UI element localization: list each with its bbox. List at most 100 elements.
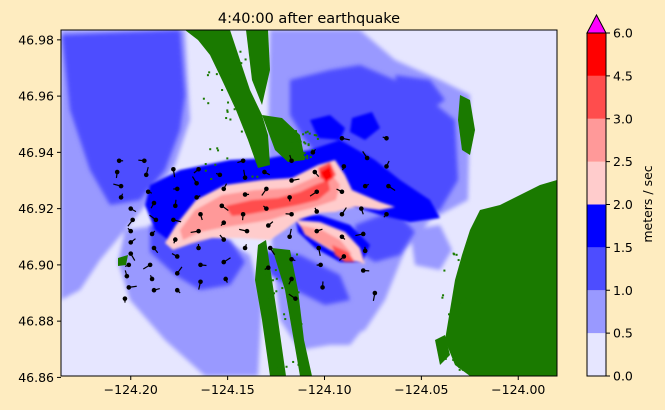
colorbar-segment — [587, 118, 606, 162]
land-speck — [475, 336, 478, 339]
land-speck — [444, 357, 447, 360]
land-speck — [316, 137, 319, 140]
land-speck — [295, 339, 298, 342]
land-speck — [216, 147, 219, 150]
land-speck — [292, 360, 295, 363]
land-speck — [442, 338, 445, 341]
land-speck — [478, 316, 481, 319]
gauge-marker — [316, 245, 321, 251]
gauge-marker — [384, 136, 389, 141]
land-speck — [240, 130, 243, 133]
gauge-marker — [360, 268, 366, 273]
gauge-marker — [174, 186, 180, 192]
gauge-marker — [372, 290, 378, 296]
land-speck — [283, 256, 286, 259]
land-speck — [275, 290, 278, 293]
gauge-marker — [153, 217, 159, 223]
land-speck — [452, 358, 455, 361]
gauge-marker — [384, 164, 389, 169]
land-speck — [303, 141, 306, 144]
y-axis: 46.86 46.88 46.90 46.92 46.94 46.96 46.98 — [18, 32, 61, 385]
y-tick-label: 46.90 — [18, 257, 54, 272]
land-speck — [285, 365, 288, 368]
land-speck — [293, 153, 296, 156]
land-speck — [293, 334, 296, 337]
gauge-marker — [359, 206, 364, 211]
colorbar-tick-label: 4.5 — [613, 68, 633, 83]
land-speck — [298, 324, 301, 327]
land-speck — [226, 157, 229, 160]
land-speck — [466, 268, 469, 271]
gauge-marker — [196, 228, 201, 234]
land-speck — [244, 129, 247, 132]
plot-area — [61, 30, 557, 376]
x-tick-label: −124.10 — [297, 382, 351, 397]
y-tick-label: 46.96 — [18, 89, 54, 104]
gauge-marker — [339, 211, 345, 217]
land-speck — [267, 335, 270, 338]
gauge-marker — [362, 248, 368, 254]
land-speck — [475, 299, 478, 302]
gauge-marker — [287, 195, 292, 200]
gauge-marker — [196, 166, 201, 172]
gauge-marker — [341, 254, 347, 259]
land-speck — [225, 117, 228, 120]
land-speck — [202, 97, 205, 100]
land-speck — [459, 280, 462, 283]
land-speck — [208, 71, 211, 74]
land-speck — [264, 292, 267, 295]
gauge-marker — [221, 220, 227, 225]
gauge-marker — [145, 189, 151, 195]
land-speck — [235, 97, 238, 100]
colorbar-segment — [587, 247, 606, 291]
land-speck — [290, 152, 293, 155]
land-speck — [207, 102, 210, 105]
land-speck — [297, 363, 300, 366]
gauge-marker — [198, 279, 203, 285]
land-speck — [204, 163, 207, 166]
gauge-marker — [289, 276, 294, 282]
x-tick-label: −124.20 — [104, 382, 158, 397]
gauge-marker — [384, 211, 389, 217]
land-speck — [458, 316, 461, 319]
land-speck — [236, 96, 239, 99]
land-speck — [271, 279, 274, 282]
land-speck — [466, 309, 469, 312]
gauge-marker — [219, 203, 225, 209]
land-speck — [209, 148, 212, 151]
land-speck — [304, 131, 307, 134]
land-speck — [295, 139, 298, 142]
land-speck — [298, 140, 301, 143]
y-tick-label: 46.94 — [18, 145, 54, 160]
land-speck — [453, 300, 456, 303]
land-speck — [210, 47, 213, 50]
colorbar: 0.0 0.5 1.0 1.5 2.0 2.5 3.0 4.5 6.0 — [586, 13, 633, 384]
gauge-marker — [174, 271, 180, 276]
land-speck — [294, 323, 297, 326]
colorbar-tick-label: 3.0 — [613, 111, 633, 126]
gauge-marker — [124, 273, 130, 279]
land-speck — [465, 349, 468, 352]
gauge-marker — [242, 192, 248, 197]
gauge-marker — [151, 200, 157, 206]
gauge-marker — [320, 285, 325, 290]
land-speck — [267, 336, 270, 339]
land-masses — [118, 30, 557, 376]
colorbar-tick-label: 2.5 — [613, 154, 633, 169]
land-speck — [453, 253, 456, 256]
land-speck — [478, 311, 481, 314]
land-speck — [292, 156, 295, 159]
land-speck — [292, 132, 295, 135]
land-speck — [303, 156, 306, 159]
gauge-marker — [128, 240, 134, 245]
colorbar-segment — [587, 33, 606, 76]
land-speck — [475, 318, 478, 321]
y-tick-label: 46.92 — [18, 201, 54, 216]
land-speck — [470, 343, 473, 346]
land-speck — [300, 323, 303, 326]
land-speck — [256, 175, 259, 178]
gauge-marker — [221, 237, 227, 242]
gauge-marker — [310, 150, 316, 155]
land-speck — [277, 363, 280, 366]
gauge-marker — [240, 211, 246, 217]
